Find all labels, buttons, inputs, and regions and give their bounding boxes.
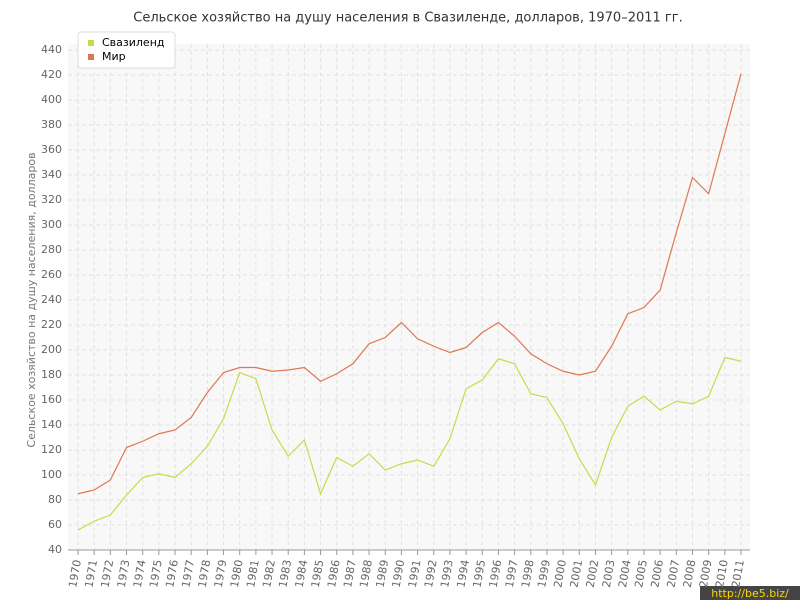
y-axis-label: Сельское хозяйство на душу населения, до… bbox=[25, 152, 38, 447]
x-tick-label: 1986 bbox=[325, 559, 343, 589]
y-tick-label: 220 bbox=[41, 318, 62, 331]
x-tick-label: 1976 bbox=[163, 559, 181, 589]
y-tick-label: 260 bbox=[41, 268, 62, 281]
x-tick-label: 2004 bbox=[616, 559, 634, 589]
y-tick-label: 360 bbox=[41, 143, 62, 156]
y-tick-label: 340 bbox=[41, 168, 62, 181]
x-tick-label: 1983 bbox=[276, 559, 294, 589]
y-tick-label: 120 bbox=[41, 443, 62, 456]
y-tick-label: 300 bbox=[41, 218, 62, 231]
x-tick-label: 2008 bbox=[681, 559, 699, 589]
legend-swatch bbox=[88, 54, 94, 60]
x-tick-label: 1995 bbox=[471, 559, 489, 589]
y-tick-label: 420 bbox=[41, 68, 62, 81]
legend-label: Мир bbox=[102, 50, 126, 63]
legend-swatch bbox=[88, 40, 94, 46]
watermark: http://be5.biz/ bbox=[711, 587, 789, 600]
x-tick-label: 2010 bbox=[713, 559, 731, 589]
x-tick-label: 1993 bbox=[438, 559, 456, 589]
x-tick-label: 1996 bbox=[487, 559, 505, 589]
y-tick-label: 320 bbox=[41, 193, 62, 206]
x-tick-label: 1989 bbox=[373, 559, 391, 589]
x-tick-label: 1997 bbox=[503, 559, 521, 589]
x-tick-label: 1992 bbox=[422, 559, 440, 589]
x-tick-label: 1970 bbox=[66, 559, 84, 589]
y-tick-label: 80 bbox=[48, 493, 62, 506]
x-tick-label: 1981 bbox=[244, 559, 262, 589]
x-tick-label: 1998 bbox=[519, 559, 537, 589]
x-tick-label: 2000 bbox=[551, 559, 569, 589]
y-tick-label: 380 bbox=[41, 118, 62, 131]
x-tick-label: 2006 bbox=[648, 559, 666, 589]
x-tick-label: 1990 bbox=[390, 559, 408, 589]
x-tick-label: 1975 bbox=[147, 559, 165, 589]
x-tick-label: 1971 bbox=[82, 559, 100, 589]
x-tick-label: 1977 bbox=[179, 559, 197, 589]
y-tick-label: 140 bbox=[41, 418, 62, 431]
x-tick-label: 2009 bbox=[697, 559, 715, 589]
x-tick-label: 1980 bbox=[228, 559, 246, 589]
x-tick-label: 1979 bbox=[212, 559, 230, 589]
legend-box bbox=[77, 31, 176, 69]
x-tick-label: 2002 bbox=[584, 559, 602, 589]
y-tick-label: 60 bbox=[48, 518, 62, 531]
x-tick-label: 2011 bbox=[729, 559, 747, 589]
x-tick-label: 1982 bbox=[260, 559, 278, 589]
x-tick-label: 1972 bbox=[99, 559, 117, 589]
x-tick-label: 1987 bbox=[341, 559, 359, 589]
y-tick-label: 180 bbox=[41, 368, 62, 381]
x-tick-label: 2001 bbox=[568, 559, 586, 589]
x-tick-label: 1985 bbox=[309, 559, 327, 589]
x-tick-label: 2005 bbox=[632, 559, 650, 589]
x-tick-label: 1991 bbox=[406, 559, 424, 589]
y-tick-label: 240 bbox=[41, 293, 62, 306]
x-tick-label: 1999 bbox=[535, 559, 553, 589]
x-tick-label: 1978 bbox=[196, 559, 214, 589]
y-tick-label: 280 bbox=[41, 243, 62, 256]
x-tick-label: 1984 bbox=[293, 559, 311, 589]
y-tick-label: 200 bbox=[41, 343, 62, 356]
watermark-bg bbox=[700, 586, 800, 600]
y-tick-label: 400 bbox=[41, 93, 62, 106]
x-tick-label: 2003 bbox=[600, 559, 618, 589]
legend-label: Свазиленд bbox=[102, 36, 165, 49]
y-tick-label: 100 bbox=[41, 468, 62, 481]
chart-title: Сельское хозяйство на душу населения в С… bbox=[133, 11, 682, 26]
x-tick-label: 1974 bbox=[131, 559, 149, 589]
x-tick-label: 1994 bbox=[454, 559, 472, 589]
x-tick-label: 2007 bbox=[665, 559, 683, 589]
y-tick-label: 160 bbox=[41, 393, 62, 406]
series-line bbox=[77, 356, 742, 531]
x-tick-label: 1973 bbox=[115, 559, 133, 589]
plot-area bbox=[68, 44, 750, 550]
y-tick-label: 440 bbox=[41, 43, 62, 56]
x-tick-label: 1988 bbox=[357, 559, 375, 589]
y-tick-label: 40 bbox=[48, 543, 62, 556]
series-line bbox=[77, 73, 742, 495]
